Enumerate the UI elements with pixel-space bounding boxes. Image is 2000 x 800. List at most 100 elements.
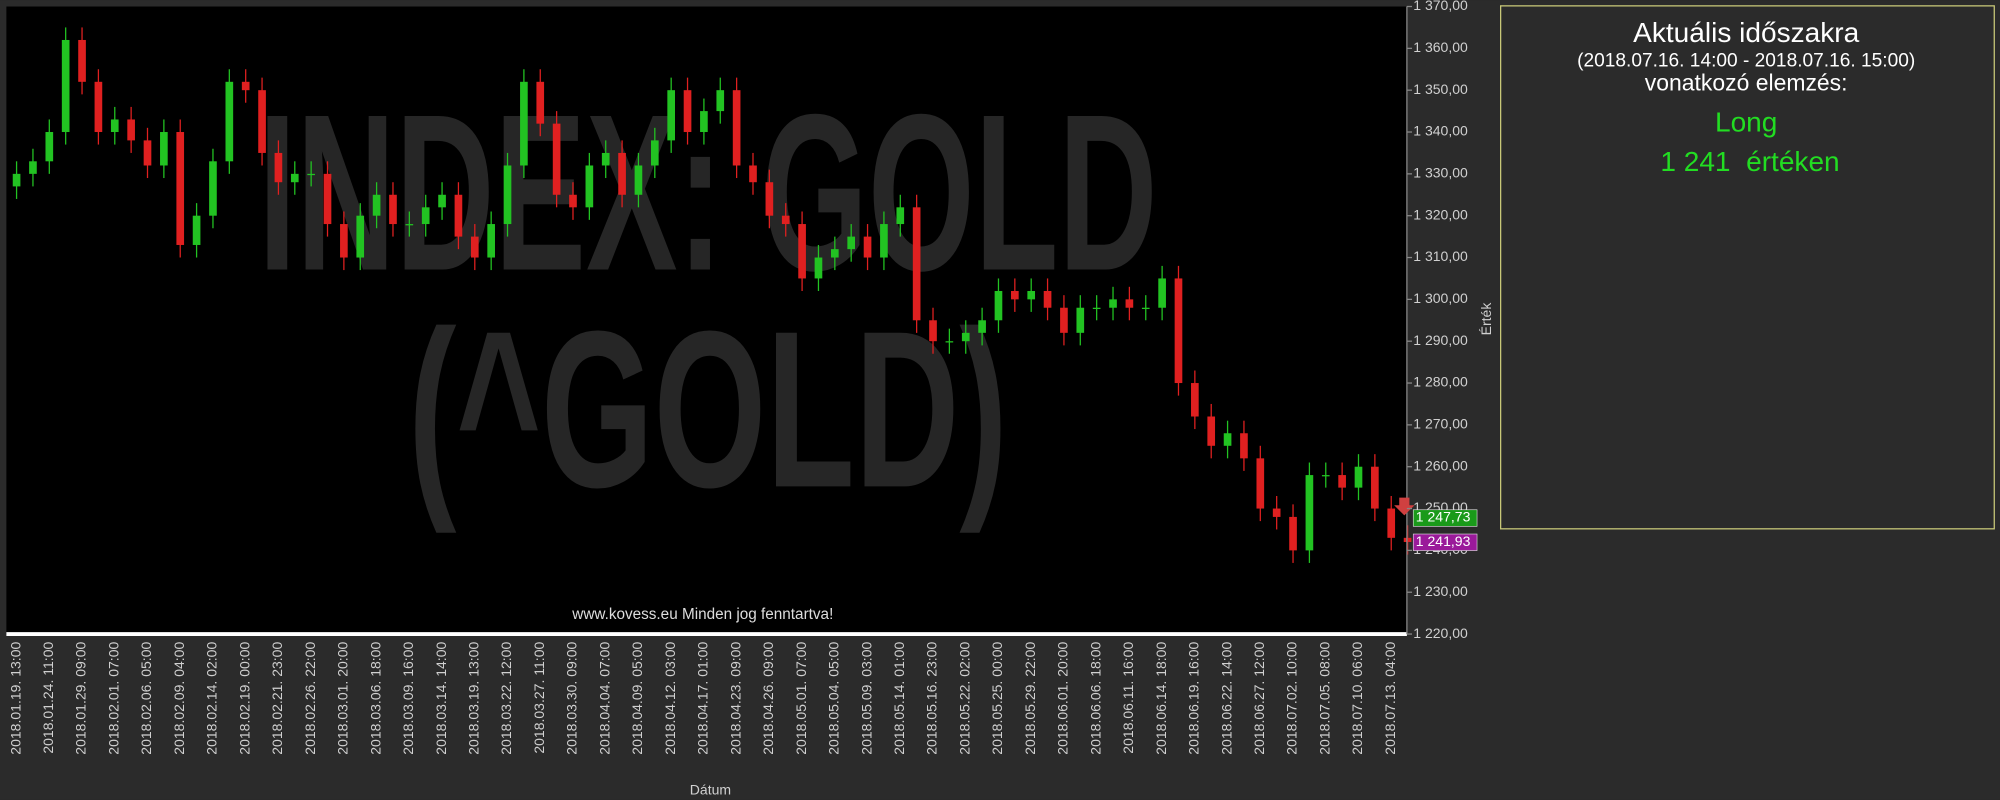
- candle-body: [896, 207, 905, 225]
- y-tick-label: 1 290,00: [1413, 332, 1468, 348]
- x-tick-label: 2018.03.27. 11:00: [531, 642, 547, 754]
- candle-body: [1223, 433, 1232, 446]
- y-tick-label: 1 270,00: [1413, 416, 1468, 432]
- candle-body: [961, 332, 970, 342]
- candles: [12, 27, 1412, 563]
- candle-body: [700, 111, 708, 133]
- watermark: (^GOLD): [408, 285, 1007, 534]
- candle-body: [994, 290, 1003, 321]
- y-tick-label: 1 280,00: [1413, 374, 1468, 390]
- candle-body: [45, 132, 54, 162]
- candle-body: [552, 123, 561, 195]
- candle-body: [389, 194, 397, 225]
- candle-body: [683, 90, 692, 133]
- candle-body: [307, 173, 315, 176]
- panel-title: Aktuális időszakra: [1633, 17, 1859, 48]
- x-tick-label: 2018.03.01. 20:00: [335, 642, 351, 755]
- x-tick-label: 2018.04.09. 05:00: [629, 642, 645, 755]
- candle-body: [1011, 290, 1019, 300]
- candle-body: [176, 132, 185, 245]
- candle-body: [520, 81, 528, 166]
- x-tick-label: 2018.06.22. 14:00: [1218, 642, 1234, 755]
- candle-body: [1403, 537, 1412, 543]
- candle-body: [372, 194, 381, 216]
- candle-body: [1338, 475, 1346, 488]
- x-tick-label: 2018.03.09. 16:00: [400, 642, 416, 755]
- x-tick-label: 2018.05.29. 22:00: [1022, 642, 1038, 755]
- x-tick-label: 2018.04.17. 01:00: [695, 642, 711, 755]
- x-axis-title: Dátum: [690, 782, 731, 798]
- x-tick-label: 2018.02.06. 05:00: [138, 642, 154, 755]
- candle-body: [454, 194, 463, 237]
- x-tick-label: 2018.03.30. 09:00: [564, 642, 580, 755]
- x-tick-label: 2018.03.14. 14:00: [433, 642, 449, 755]
- candle-body: [781, 215, 790, 225]
- candle-body: [29, 161, 37, 174]
- candle-body: [880, 224, 888, 258]
- panel-level: 1 241 értéken: [1660, 146, 1839, 177]
- candle-body: [192, 215, 201, 245]
- analysis-panel: [1500, 5, 1995, 530]
- candle-body: [1027, 290, 1036, 300]
- candle-body: [143, 140, 152, 166]
- x-tick-label: 2018.06.14. 18:00: [1153, 642, 1169, 755]
- x-tick-label: 2018.06.01. 20:00: [1055, 642, 1071, 755]
- y-tick-label: 1 220,00: [1413, 625, 1468, 641]
- candle-body: [323, 173, 332, 225]
- candle-body: [421, 207, 430, 225]
- candle-body: [1240, 433, 1248, 459]
- candle-body: [225, 81, 234, 162]
- candle-body: [1125, 299, 1134, 308]
- candle-body: [1092, 307, 1101, 310]
- y-tick-label: 1 350,00: [1413, 81, 1468, 97]
- x-tick-label: 2018.06.19. 16:00: [1186, 642, 1202, 755]
- x-tick-label: 2018.06.27. 12:00: [1251, 642, 1267, 755]
- candle-body: [667, 90, 675, 141]
- candle-body: [1141, 307, 1150, 310]
- x-tick-label: 2018.05.09. 03:00: [858, 642, 874, 755]
- x-tick-label: 2018.02.19. 00:00: [236, 642, 252, 755]
- candle-body: [847, 236, 856, 250]
- candle-body: [1289, 516, 1297, 551]
- signal-arrow: [1394, 497, 1415, 516]
- y-tick-label: 1 260,00: [1413, 457, 1468, 473]
- x-tick-label: 2018.02.26. 22:00: [302, 642, 318, 755]
- watermark: INDEX: GOLD: [258, 69, 1157, 318]
- price-tag: [1412, 509, 1478, 527]
- candle-body: [1354, 466, 1363, 488]
- candle-body: [1371, 466, 1379, 509]
- x-tick-label: 2018.05.14. 01:00: [891, 642, 907, 755]
- candle-body: [716, 90, 725, 112]
- candle-body: [340, 224, 348, 258]
- candle-body: [1043, 290, 1052, 308]
- candle-body: [945, 341, 954, 343]
- candle-body: [274, 152, 283, 183]
- candle-body: [1174, 278, 1183, 384]
- candle-body: [650, 140, 659, 166]
- candle-body: [241, 81, 250, 91]
- candle-body: [749, 165, 757, 183]
- x-tick-label: 2018.07.02. 10:00: [1284, 642, 1300, 755]
- candle-body: [78, 39, 86, 82]
- candle-body: [356, 215, 365, 258]
- x-tick-label: 2018.03.19. 13:00: [465, 642, 481, 755]
- candle-body: [1321, 475, 1330, 477]
- candle-body: [503, 165, 512, 225]
- candle-body: [209, 161, 217, 216]
- candle-body: [1060, 307, 1068, 333]
- candle-body: [290, 173, 299, 183]
- candle-body: [470, 236, 479, 258]
- x-tick-label: 2018.07.10. 06:00: [1349, 642, 1365, 755]
- y-axis-title: Érték: [1478, 302, 1494, 336]
- x-tick-label: 2018.02.21. 23:00: [269, 642, 285, 755]
- x-tick-label: 2018.02.14. 02:00: [204, 642, 220, 755]
- candle-body: [634, 165, 643, 195]
- y-tick-label: 1 320,00: [1413, 206, 1468, 222]
- candle-body: [569, 194, 577, 208]
- x-tick-label: 2018.07.05. 08:00: [1316, 642, 1332, 755]
- candle-body: [912, 207, 921, 321]
- y-tick-label: 1 370,00: [1413, 0, 1468, 13]
- candle-body: [12, 173, 21, 187]
